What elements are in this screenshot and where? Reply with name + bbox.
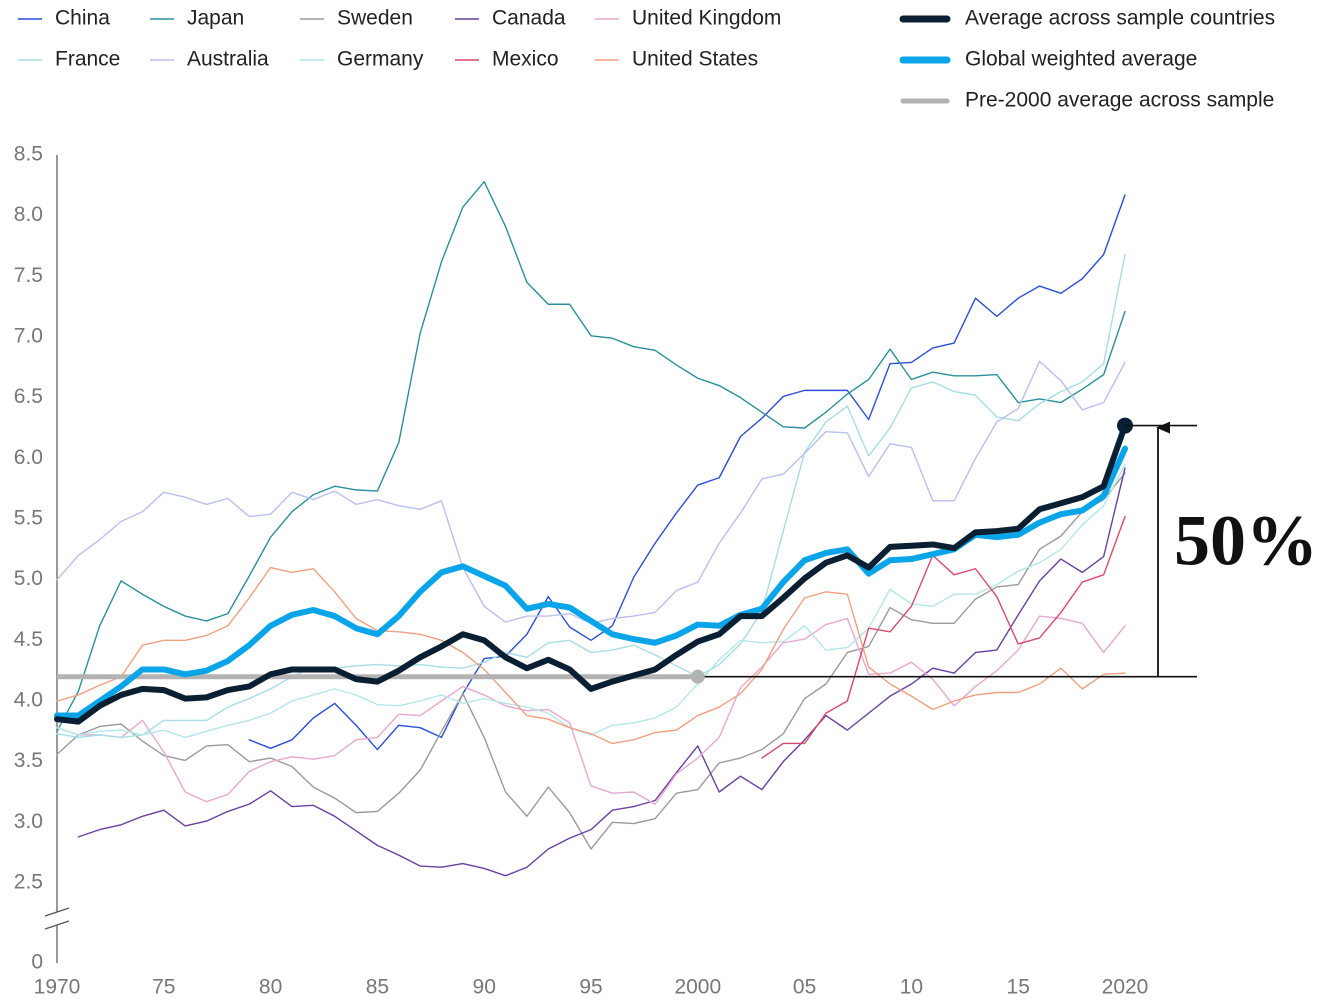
legend-label: Japan: [187, 7, 244, 30]
x-tick-label: 05: [793, 976, 816, 999]
legend-label: Average across sample countries: [965, 7, 1275, 30]
country-line: [248, 194, 1126, 751]
legend-label: Canada: [492, 7, 566, 30]
legend-label: Global weighted average: [965, 48, 1197, 71]
y-tick-label: 8.0: [14, 203, 43, 226]
y-tick-label: 3.5: [14, 749, 43, 772]
country-line: [56, 566, 1126, 745]
y-tick-label: 7.5: [14, 264, 43, 287]
legend-label: United Kingdom: [632, 7, 781, 30]
country-line: [761, 515, 1126, 759]
legend-label: Pre-2000 average across sample: [965, 89, 1274, 112]
y-tick-label: 0: [31, 951, 43, 974]
country-line: [56, 472, 1126, 850]
x-tick-label: 10: [900, 976, 923, 999]
y-tick-label: 5.0: [14, 567, 43, 590]
x-tick-label: 2020: [1102, 976, 1149, 999]
axis-break: [44, 907, 70, 917]
country-line: [56, 253, 1126, 739]
axis-break: [44, 920, 70, 930]
x-tick-label: 75: [152, 976, 175, 999]
legend-label: Mexico: [492, 48, 559, 71]
country-line: [56, 615, 1126, 805]
annotation: 50%: [1174, 501, 1318, 581]
y-tick-label: 3.0: [14, 810, 43, 833]
y-tick-label: 7.0: [14, 325, 43, 348]
country-line: [56, 463, 1126, 739]
y-tick-label: 8.5: [14, 143, 43, 166]
y-tick-label: 6.0: [14, 446, 43, 469]
x-tick-label: 15: [1007, 976, 1030, 999]
x-tick-label: 80: [259, 976, 282, 999]
average-line: [54, 422, 1128, 725]
x-tick-label: 95: [579, 976, 602, 999]
country-line: [56, 360, 1126, 625]
legend-label: France: [55, 48, 120, 71]
country-line: [77, 467, 1126, 877]
legend-label: Australia: [187, 48, 269, 71]
y-tick-label: 4.0: [14, 689, 43, 712]
average-line: [54, 445, 1128, 719]
legend-label: China: [55, 7, 110, 30]
reference-dot: [690, 669, 705, 684]
y-tick-label: 6.5: [14, 385, 43, 408]
x-tick-label: 90: [473, 976, 496, 999]
x-tick-label: 85: [366, 976, 389, 999]
y-tick-label: 2.5: [14, 871, 43, 894]
y-tick-label: 5.5: [14, 507, 43, 530]
y-tick-label: 4.5: [14, 628, 43, 651]
legend-label: United States: [632, 48, 758, 71]
legend-label: Sweden: [337, 7, 413, 30]
legend-label: Germany: [337, 48, 424, 71]
x-tick-label: 1970: [34, 976, 81, 999]
country-line: [56, 180, 1126, 733]
x-tick-label: 2000: [674, 976, 721, 999]
